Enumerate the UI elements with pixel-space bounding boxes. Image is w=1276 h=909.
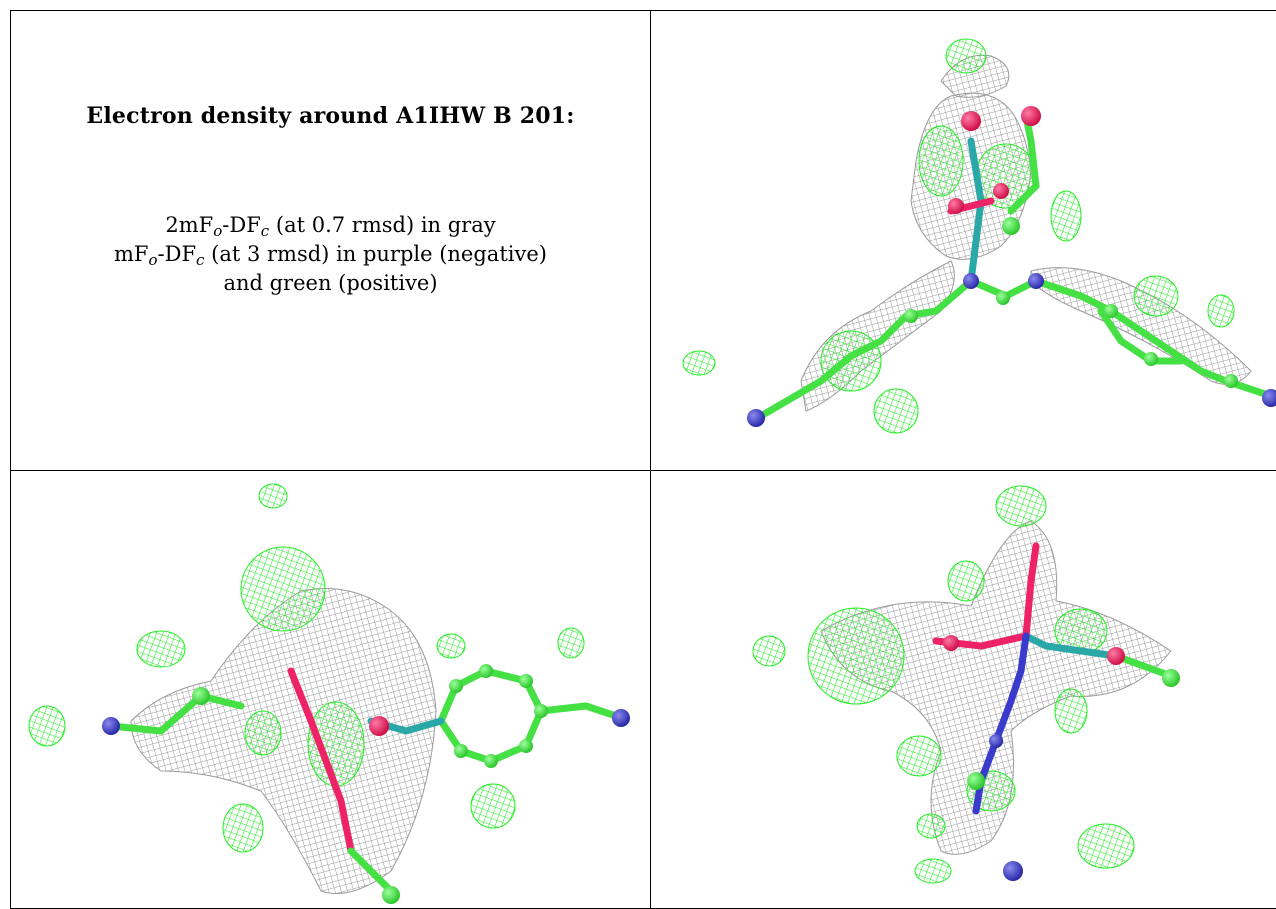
caption-cell: Electron density around A1IHW B 201: 2mF…: [10, 10, 650, 470]
figure-table: Electron density around A1IHW B 201: 2mF…: [10, 10, 1276, 909]
map-legend: 2mFo-DFc (at 0.7 rmsd) in gray mFo-DFc (…: [11, 211, 650, 298]
ligand-atoms: [943, 635, 1180, 881]
ligand-atoms: [102, 664, 630, 904]
green-fofc-mesh: [682, 38, 1235, 434]
density-render-bottom-left: [28, 483, 630, 904]
ligand-atoms: [747, 106, 1276, 427]
legend-line-2fofc: 2mFo-DFc (at 0.7 rmsd) in gray: [165, 213, 496, 240]
gray-2fofc-mesh: [130, 588, 437, 894]
green-fofc-mesh: [752, 485, 1135, 884]
density-panel-bottom-right: [650, 470, 1276, 909]
green-fofc-mesh: [28, 483, 585, 853]
density-panel-top-right: [650, 10, 1276, 470]
legend-line-fofc: mFo-DFc (at 3 rmsd) in purple (negative): [114, 242, 547, 269]
density-render-bottom-right: [752, 485, 1180, 884]
density-panel-bottom-left: [10, 470, 650, 909]
figure-title: Electron density around A1IHW B 201:: [86, 103, 575, 129]
density-render-top-right: [682, 38, 1276, 434]
legend-line-positive: and green (positive): [223, 271, 438, 295]
